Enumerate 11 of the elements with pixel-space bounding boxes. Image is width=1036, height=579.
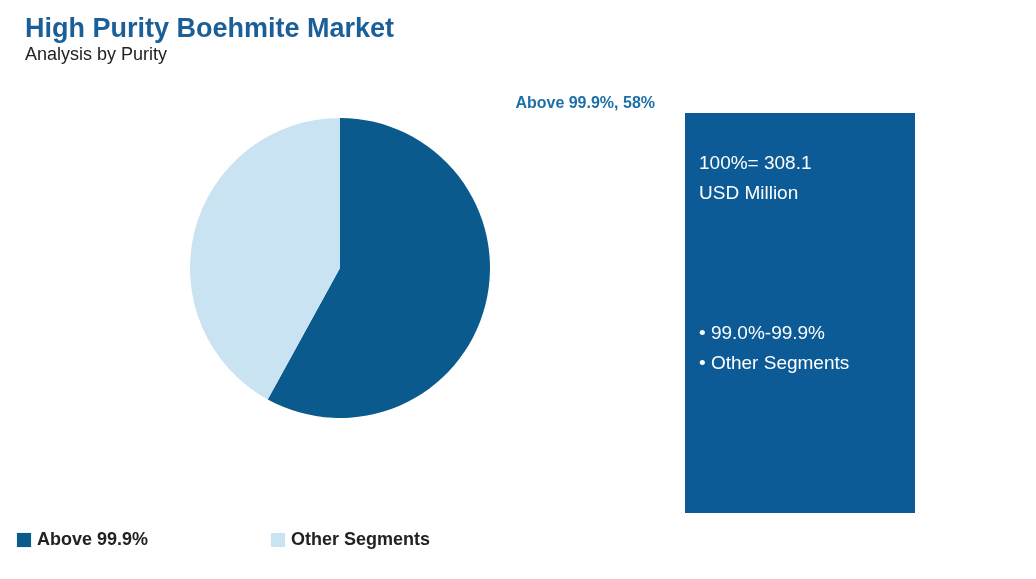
text: • 99.0%-99.9% [699, 322, 826, 343]
chart-subtitle: Analysis by Purity [25, 44, 168, 64]
pie-slice [267, 118, 490, 418]
legend-label: Above 99.9% [37, 529, 149, 549]
legend-label: Other Segments [291, 529, 431, 549]
text: USD Million [699, 182, 799, 203]
text: 100%= 308.1 [699, 152, 812, 173]
chart-title: High Purity Boehmite Market [25, 13, 395, 43]
text: Above 99.9%, 58% [515, 94, 655, 111]
pie-slice [190, 118, 340, 400]
text: • Other Segments [699, 352, 850, 373]
